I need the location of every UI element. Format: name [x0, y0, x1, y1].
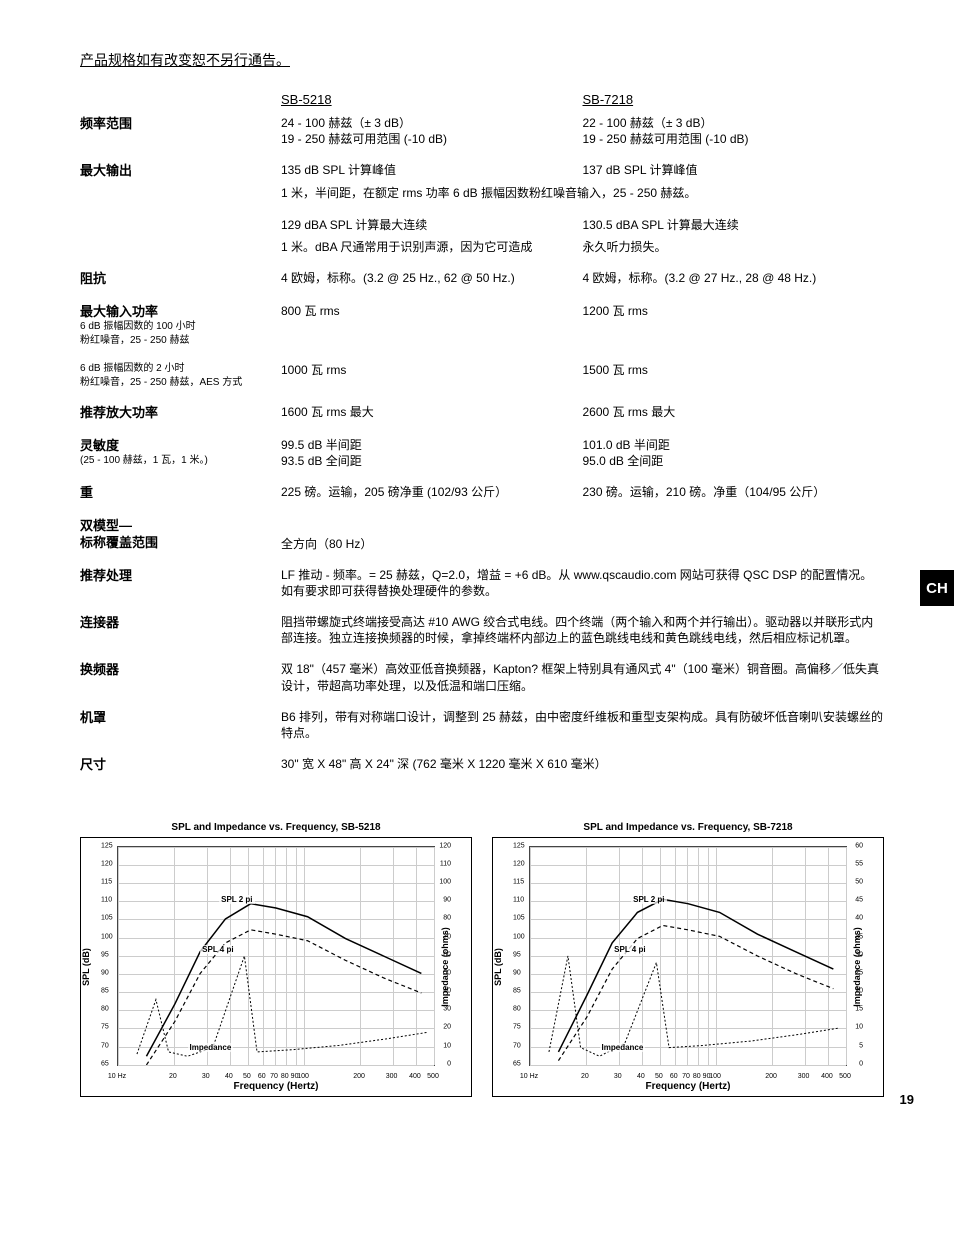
- maxin2-b: 1500 瓦 rms: [583, 363, 648, 377]
- label-dim: 尺寸: [80, 757, 106, 772]
- page-number: 19: [900, 1092, 914, 1107]
- weight-b: 230 磅。运输，210 磅。净重（104/95 公斤）: [583, 485, 826, 499]
- spec-table: SB-5218 SB-7218 频率范围 24 - 100 赫兹（± 3 dB）…: [80, 88, 884, 777]
- chart-left: SPL and Impedance vs. Frequency, SB-5218…: [80, 837, 472, 1097]
- trans-val: 双 18"（457 毫米）高效亚低音换频器，Kapton? 框架上特别具有通风式…: [281, 662, 879, 692]
- chart-right-plot: SPL 2 piSPL 4 piImpedance: [529, 846, 847, 1066]
- label-maxout: 最大输出: [80, 163, 132, 178]
- label-dual1: 双模型—: [80, 517, 281, 535]
- freq-b1: 22 - 100 赫兹（± 3 dB）: [583, 115, 885, 131]
- label-conn: 连接器: [80, 615, 119, 630]
- imp-b: 4 欧姆，标称。(3.2 @ 27 Hz., 28 @ 48 Hz.): [583, 271, 817, 285]
- chart-right-ylabel: SPL (dB): [493, 948, 503, 986]
- conn-val: 阻挡带螺旋式终端接受高达 #10 AWG 绞合式电线。四个终端（两个输入和两个并…: [281, 615, 873, 645]
- chart-right-title: SPL and Impedance vs. Frequency, SB-7218: [493, 822, 883, 833]
- model-b-header: SB-7218: [583, 92, 634, 107]
- label-trans: 换频器: [80, 662, 119, 677]
- chart-left-plot: SPL 2 piSPL 4 piImpedance: [117, 846, 435, 1066]
- charts-row: SPL and Impedance vs. Frequency, SB-5218…: [80, 837, 884, 1097]
- label-sens-sub: (25 - 100 赫兹，1 瓦，1 米。): [80, 454, 281, 468]
- weight-a: 225 磅。运输，205 磅净重 (102/93 公斤）: [281, 485, 507, 499]
- label-maxin2-s2: 粉红噪音，25 - 250 赫兹，AES 方式: [80, 376, 281, 390]
- model-a-header: SB-5218: [281, 92, 332, 107]
- freq-a1: 24 - 100 赫兹（± 3 dB）: [281, 115, 583, 131]
- maxout-a: 135 dB SPL 计算峰值: [281, 163, 396, 177]
- encl-val: B6 排列，带有对称端口设计，调整到 25 赫兹，由中密度纤维板和重型支架构成。…: [281, 710, 883, 740]
- chart-left-xlabel: Frequency (Hertz): [81, 1081, 471, 1092]
- side-tab: CH: [920, 570, 954, 606]
- label-encl: 机罩: [80, 710, 106, 725]
- recpow-a: 1600 瓦 rms 最大: [281, 405, 374, 419]
- maxout2-footb: 永久听力损失。: [583, 240, 667, 254]
- label-weight: 重: [80, 485, 93, 500]
- freq-a2: 19 - 250 赫兹可用范围 (-10 dB): [281, 131, 583, 147]
- dim-val: 30" 宽 X 48" 高 X 24" 深 (762 毫米 X 1220 毫米 …: [281, 757, 607, 771]
- sens-a1: 99.5 dB 半间距: [281, 437, 583, 453]
- label-dual2: 标称覆盖范围: [80, 534, 281, 552]
- sens-b1: 101.0 dB 半间距: [583, 437, 885, 453]
- maxout-b: 137 dB SPL 计算峰值: [583, 163, 698, 177]
- label-freq: 频率范围: [80, 116, 132, 131]
- maxout2-a: 129 dBA SPL 计算最大连续: [281, 218, 427, 232]
- label-imp: 阻抗: [80, 271, 106, 286]
- dual-val: 全方向（80 Hz）: [281, 537, 372, 551]
- label-maxin2-s1: 6 dB 振幅因数的 2 小时: [80, 362, 281, 376]
- recproc-val: LF 推动 - 频率。= 25 赫兹，Q=2.0，增益 = +6 dB。从 ww…: [281, 568, 872, 598]
- label-recproc: 推荐处理: [80, 568, 132, 583]
- label-maxin-s1: 6 dB 振幅因数的 100 小时: [80, 320, 281, 334]
- recpow-b: 2600 瓦 rms 最大: [583, 405, 676, 419]
- maxout2-b: 130.5 dBA SPL 计算最大连续: [583, 218, 739, 232]
- label-sens: 灵敏度: [80, 437, 281, 455]
- freq-b2: 19 - 250 赫兹可用范围 (-10 dB): [583, 131, 885, 147]
- label-maxin-s2: 粉红噪音，25 - 250 赫兹: [80, 334, 281, 348]
- imp-a: 4 欧姆，标称。(3.2 @ 25 Hz., 62 @ 50 Hz.): [281, 271, 515, 285]
- chart-left-title: SPL and Impedance vs. Frequency, SB-5218: [81, 822, 471, 833]
- label-maxin: 最大输入功率: [80, 303, 281, 321]
- sens-b2: 95.0 dB 全间距: [583, 453, 885, 469]
- maxout2-foota: 1 米。dBA 尺通常用于识别声源，因为它可造成: [281, 240, 532, 254]
- label-recpow: 推荐放大功率: [80, 405, 158, 420]
- maxin-a: 800 瓦 rms: [281, 304, 340, 318]
- maxout-foot: 1 米，半间距，在额定 rms 功率 6 dB 振幅因数粉红噪音输入，25 - …: [281, 186, 696, 200]
- chart-right: SPL and Impedance vs. Frequency, SB-7218…: [492, 837, 884, 1097]
- chart-left-ylabel: SPL (dB): [81, 948, 91, 986]
- maxin-b: 1200 瓦 rms: [583, 304, 648, 318]
- sens-a2: 93.5 dB 全间距: [281, 453, 583, 469]
- maxin2-a: 1000 瓦 rms: [281, 363, 346, 377]
- chart-right-xlabel: Frequency (Hertz): [493, 1081, 883, 1092]
- header-note: 产品规格如有改变恕不另行通告。: [80, 50, 884, 70]
